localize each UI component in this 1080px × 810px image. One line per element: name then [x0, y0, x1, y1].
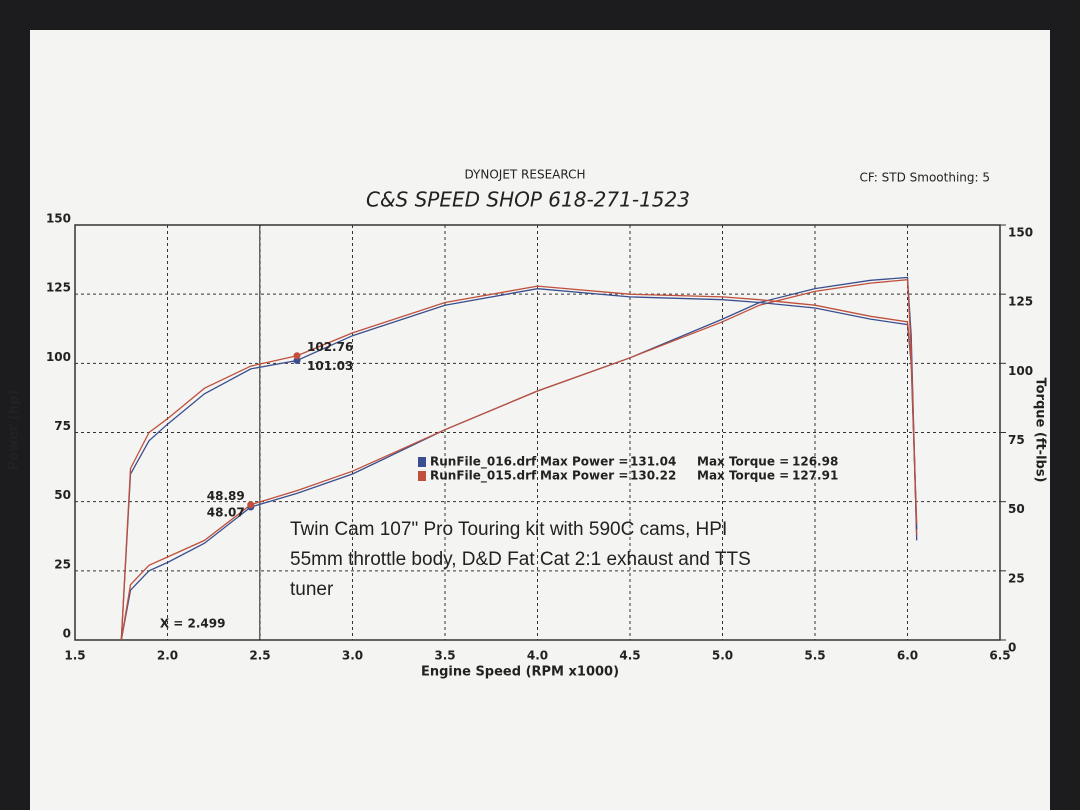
y2-tick-label: 25	[1008, 571, 1025, 585]
x-tick-label: 4.0	[527, 649, 548, 663]
y2-tick-label: 150	[1008, 226, 1033, 240]
x-tick-label: 2.5	[249, 649, 270, 663]
x-tick-label: 4.5	[619, 649, 640, 663]
y2-axis-label: Torque (ft-lbs)	[1033, 377, 1048, 482]
x-tick-label: 3.0	[342, 649, 363, 663]
x-tick-label: 5.0	[712, 649, 733, 663]
point-label: 48.89	[207, 489, 245, 503]
cursor-label: X = 2.499	[160, 617, 226, 631]
series-line	[120, 278, 918, 641]
legend-swatch	[418, 471, 426, 481]
y-tick-label: 150	[46, 212, 71, 226]
legend-name: RunFile_016.drf	[430, 455, 537, 470]
y-tick-label: 0	[63, 627, 71, 641]
legend-power: 131.04	[630, 455, 676, 469]
settings: CF: STD Smoothing: 5	[859, 171, 990, 185]
y2-tick-label: 75	[1008, 433, 1025, 447]
point-marker	[293, 356, 301, 364]
x-axis-label: Engine Speed (RPM x1000)	[421, 665, 619, 680]
y-tick-label: 100	[46, 350, 71, 364]
point-label: 48.07	[207, 506, 245, 520]
y2-tick-label: 100	[1008, 364, 1033, 378]
point-label: 102.76	[307, 340, 353, 354]
y2-tick-label: 125	[1008, 295, 1033, 309]
y2-tick-label: 50	[1008, 502, 1025, 516]
legend-torque-text: Max Torque =	[697, 469, 789, 483]
note-line: Twin Cam 107" Pro Touring kit with 590C …	[290, 519, 727, 540]
x-tick-label: 2.0	[157, 649, 178, 663]
y-axis-label: Power (hp)	[7, 390, 22, 471]
legend-torque: 127.91	[792, 469, 838, 483]
point-marker	[293, 352, 301, 360]
paper	[30, 30, 1050, 810]
legend-name: RunFile_015.drf	[430, 469, 537, 484]
y-tick-label: 25	[54, 557, 71, 571]
x-tick-label: 3.5	[434, 649, 455, 663]
legend-power-text: Max Power =	[540, 455, 628, 469]
y-tick-label: 75	[54, 419, 71, 433]
point-label: 101.03	[307, 359, 353, 373]
note-line: tuner	[290, 579, 334, 600]
legend-torque: 126.98	[792, 455, 838, 469]
x-tick-label: 6.0	[897, 649, 918, 663]
chart-title: C&S SPEED SHOP 618-271-1523	[366, 188, 690, 212]
y-tick-label: 50	[54, 488, 71, 502]
series-line	[120, 285, 918, 641]
legend-torque-text: Max Torque =	[697, 455, 789, 469]
legend-power-text: Max Power =	[540, 469, 628, 483]
y2-tick-label: 0	[1008, 641, 1016, 655]
header: DYNOJET RESEARCH	[464, 168, 585, 182]
x-tick-label: 1.5	[64, 649, 85, 663]
note-line: 55mm throttle body, D&D Fat Cat 2:1 exha…	[290, 549, 751, 570]
x-tick-label: 5.5	[804, 649, 825, 663]
legend-swatch	[418, 457, 426, 467]
y-tick-label: 125	[46, 281, 71, 295]
legend-power: 130.22	[630, 469, 676, 483]
series-line	[120, 288, 918, 641]
x-tick-label: 6.5	[989, 649, 1010, 663]
point-marker	[247, 501, 255, 509]
